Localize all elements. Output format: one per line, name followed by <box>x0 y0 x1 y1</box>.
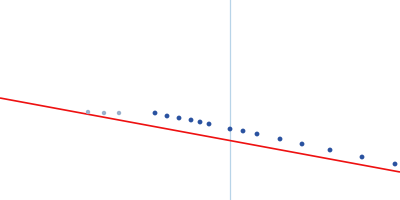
Point <box>277 137 283 141</box>
Point <box>227 127 233 131</box>
Point <box>254 132 260 136</box>
Point <box>101 111 107 115</box>
Point <box>164 114 170 118</box>
Point <box>176 116 182 120</box>
Point <box>188 118 194 122</box>
Point <box>299 142 305 146</box>
Point <box>197 120 203 124</box>
Point <box>152 111 158 115</box>
Point <box>85 110 91 114</box>
Point <box>359 155 365 159</box>
Point <box>240 129 246 133</box>
Point <box>327 148 333 152</box>
Point <box>392 162 398 166</box>
Point <box>206 122 212 126</box>
Point <box>116 111 122 115</box>
